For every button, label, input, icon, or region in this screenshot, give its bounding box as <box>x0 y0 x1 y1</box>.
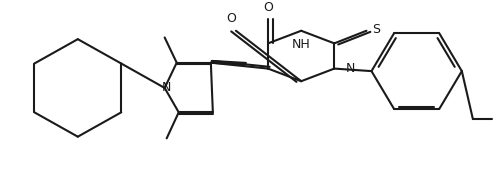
Text: S: S <box>372 23 380 36</box>
Text: N: N <box>345 62 354 75</box>
Text: O: O <box>263 1 273 14</box>
Text: N: N <box>161 81 170 94</box>
Text: NH: NH <box>291 38 310 51</box>
Text: O: O <box>225 13 235 25</box>
